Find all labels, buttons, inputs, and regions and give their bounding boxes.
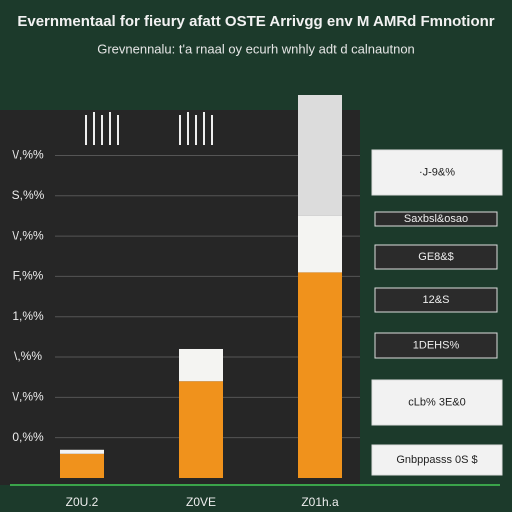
y-tick-label: \/,%%	[12, 228, 44, 242]
annotation-box	[374, 332, 498, 359]
annotation-box	[374, 287, 498, 313]
y-tick-label: F,%%	[13, 269, 44, 283]
annotation: Gnbppasss 0S $	[396, 454, 477, 466]
chart-title: Evernmentaal for fieury afatt OSTE Arriv…	[17, 13, 494, 30]
annotation: 1DEHS%	[413, 339, 460, 351]
annotation: 12&S	[423, 294, 450, 306]
bar-segment	[298, 272, 342, 478]
bar-segment	[60, 453, 104, 478]
x-tick-label: Z0VE	[186, 495, 216, 509]
y-tick-label: \/,%%	[12, 148, 44, 162]
chart-subtitle: Grevnennalu: t'a rnaal oy ecurh wnhly ad…	[97, 41, 415, 56]
bar-segment	[298, 95, 342, 216]
y-tick-label: S,%%	[12, 188, 45, 202]
annotation-box	[371, 444, 503, 476]
bar-segment	[179, 381, 223, 478]
y-tick-label: 1,%%	[12, 309, 44, 323]
x-tick-label: Z01h.a	[301, 495, 339, 509]
bar-segment	[179, 348, 223, 382]
annotation: ·J-9&%	[419, 166, 455, 178]
bar-segment	[60, 449, 104, 454]
decoration	[85, 112, 213, 145]
y-tick-label: \/,%%	[12, 390, 44, 404]
x-tick-label: Z0U.2	[66, 495, 99, 509]
annotation: Saxbsl&osao	[404, 213, 468, 225]
annotation-box	[371, 379, 503, 426]
annotation: GE8&$	[418, 251, 453, 263]
annotation-box	[374, 211, 498, 227]
annotation: cLb% 3E&0	[408, 396, 465, 408]
annotation-box	[374, 244, 498, 270]
y-tick-label: \,%%	[14, 349, 42, 363]
y-tick-label: 0,%%	[12, 430, 44, 444]
annotation-box	[371, 149, 503, 196]
bar-segment	[298, 215, 342, 273]
